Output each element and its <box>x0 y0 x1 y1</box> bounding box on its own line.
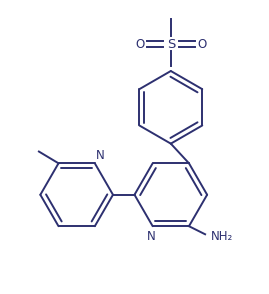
Text: N: N <box>96 149 105 162</box>
Text: O: O <box>197 38 206 51</box>
Text: N: N <box>147 230 156 243</box>
Text: O: O <box>135 38 144 51</box>
Text: S: S <box>167 38 175 51</box>
Text: NH₂: NH₂ <box>210 230 233 243</box>
